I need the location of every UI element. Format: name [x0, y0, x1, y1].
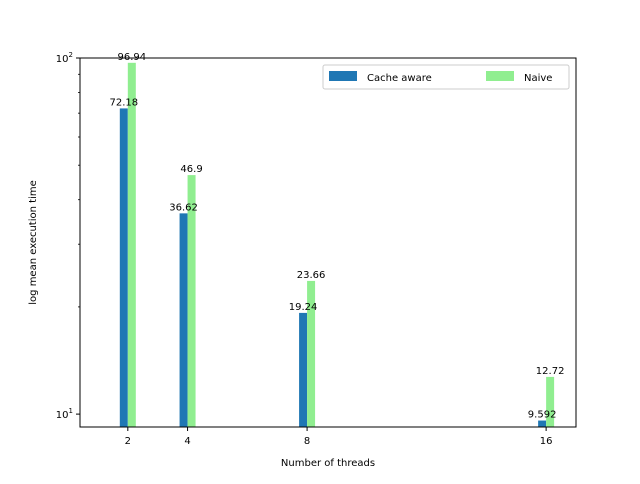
legend: Cache aware Naive — [322, 64, 570, 90]
bar-cache-aware-16 — [538, 420, 547, 427]
y-tick-label: 102 — [56, 51, 73, 65]
x-tick-label: 2 — [125, 436, 131, 447]
bars-layer — [119, 62, 555, 428]
bar-naive-2 — [127, 62, 136, 428]
x-axis-label: Number of threads — [281, 458, 375, 469]
bar-label-naive-16: 12.72 — [536, 366, 565, 377]
y-axis-label: log mean execution time — [28, 180, 39, 304]
bar-naive-8 — [307, 280, 316, 427]
legend-swatch-naive — [486, 71, 514, 81]
y-tick-label: 101 — [56, 407, 73, 421]
x-tick-label: 8 — [304, 436, 310, 447]
bar-label-cache-aware-2: 72.18 — [109, 97, 138, 108]
bar-label-naive-8: 23.66 — [297, 270, 326, 281]
bar-cache-aware-4 — [179, 213, 188, 427]
bar-label-cache-aware-16: 9.592 — [528, 410, 557, 421]
legend-label-naive: Naive — [524, 73, 552, 84]
bar-label-naive-4: 46.9 — [180, 164, 202, 175]
bar-naive-4 — [187, 175, 196, 427]
legend-swatch-cache-aware — [329, 71, 357, 81]
x-tick-label: 16 — [540, 436, 553, 447]
bar-cache-aware-8 — [299, 312, 308, 427]
legend-label-cache-aware: Cache aware — [367, 73, 432, 84]
x-tick-label: 4 — [184, 436, 190, 447]
bar-naive-16 — [546, 376, 555, 427]
y-axis-ticks: 101 102 — [56, 51, 80, 421]
x-axis-ticks: 2 4 8 16 — [125, 427, 553, 447]
bar-labels-layer: 72.18 36.62 19.24 9.592 96.94 46.9 23.66 12.72 — [109, 52, 564, 421]
bar-cache-aware-2 — [119, 108, 128, 428]
bar-label-cache-aware-4: 36.62 — [169, 202, 198, 213]
bar-label-cache-aware-8: 19.24 — [289, 302, 318, 313]
bar-label-naive-2: 96.94 — [117, 52, 146, 63]
plot-area-frame — [79, 57, 577, 428]
